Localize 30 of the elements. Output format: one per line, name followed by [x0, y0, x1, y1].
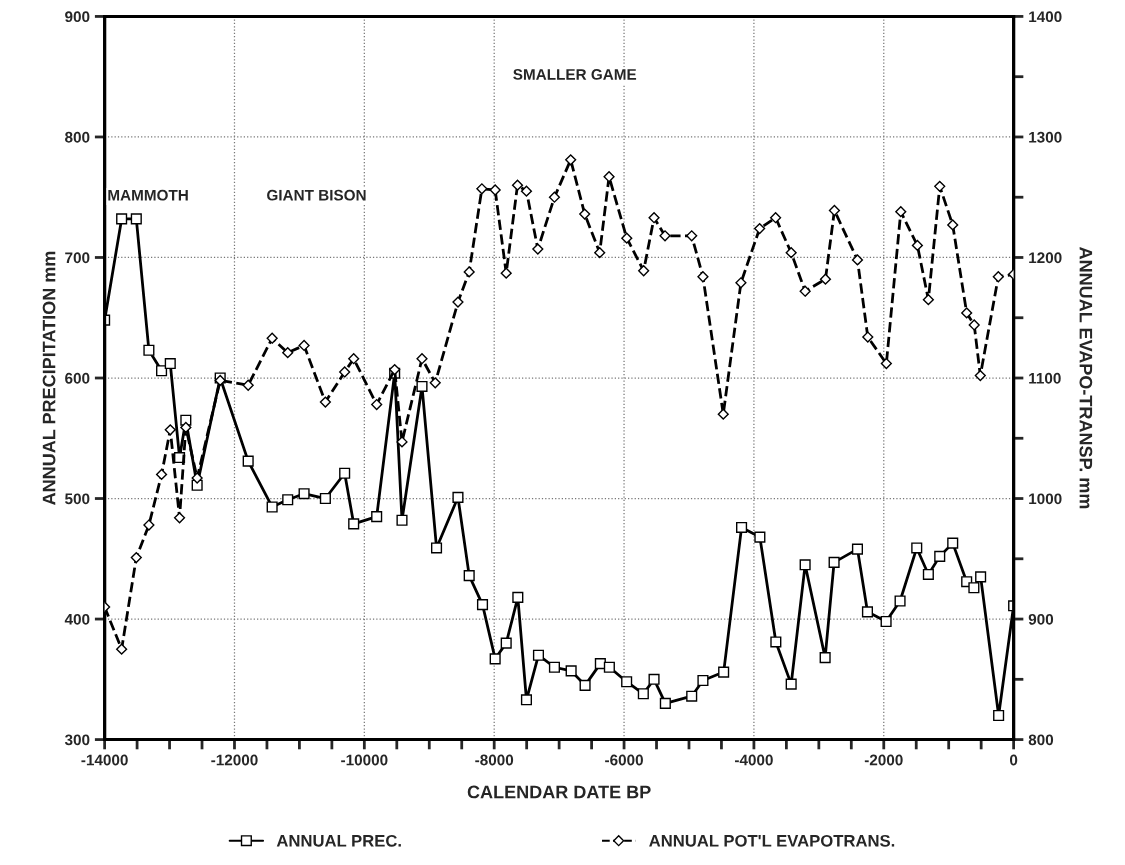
annotation: MAMMOTH	[108, 189, 188, 201]
legend-label: ANNUAL POT'L EVAPOTRANS.	[649, 834, 895, 847]
y2-tick-label: 1200	[1029, 252, 1062, 264]
y2-tick-label: 1000	[1029, 493, 1062, 505]
annotation: SMALLER GAME	[513, 69, 637, 80]
x-tick-label: -10000	[341, 754, 388, 766]
y-tick-label: 800	[65, 131, 90, 143]
annotation: GIANT BISON	[267, 189, 366, 201]
legend-label: ANNUAL PREC.	[276, 834, 401, 847]
x-tick-label: -6000	[605, 754, 643, 766]
y2-axis-title: ANNUAL EVAPO-TRANSP. mm	[1079, 247, 1093, 509]
y-tick-label: 600	[65, 372, 90, 384]
y-tick-label: 500	[65, 493, 90, 505]
x-tick-label: -4000	[734, 754, 773, 766]
y-tick-label: 900	[65, 11, 90, 23]
y-tick-label: 300	[64, 734, 90, 746]
x-tick-label: -12000	[211, 754, 258, 766]
y2-tick-label: 1400	[1029, 11, 1062, 23]
y-tick-label: 700	[65, 252, 90, 264]
y-tick-label: 400	[64, 613, 90, 625]
x-tick-label: -2000	[864, 754, 903, 766]
x-axis-title: CALENDAR DATE BP	[467, 785, 651, 799]
y2-tick-label: 900	[1028, 613, 1054, 625]
y2-tick-label: 800	[1028, 734, 1054, 746]
x-tick-label: -8000	[475, 754, 514, 766]
y2-tick-label: 1300	[1029, 131, 1062, 143]
y-axis-title: ANNUAL PRECIPITATION mm	[42, 251, 56, 505]
y2-tick-label: 1100	[1029, 372, 1061, 384]
x-tick-label: 0	[1009, 754, 1018, 766]
x-tick-label: -14000	[81, 754, 128, 766]
